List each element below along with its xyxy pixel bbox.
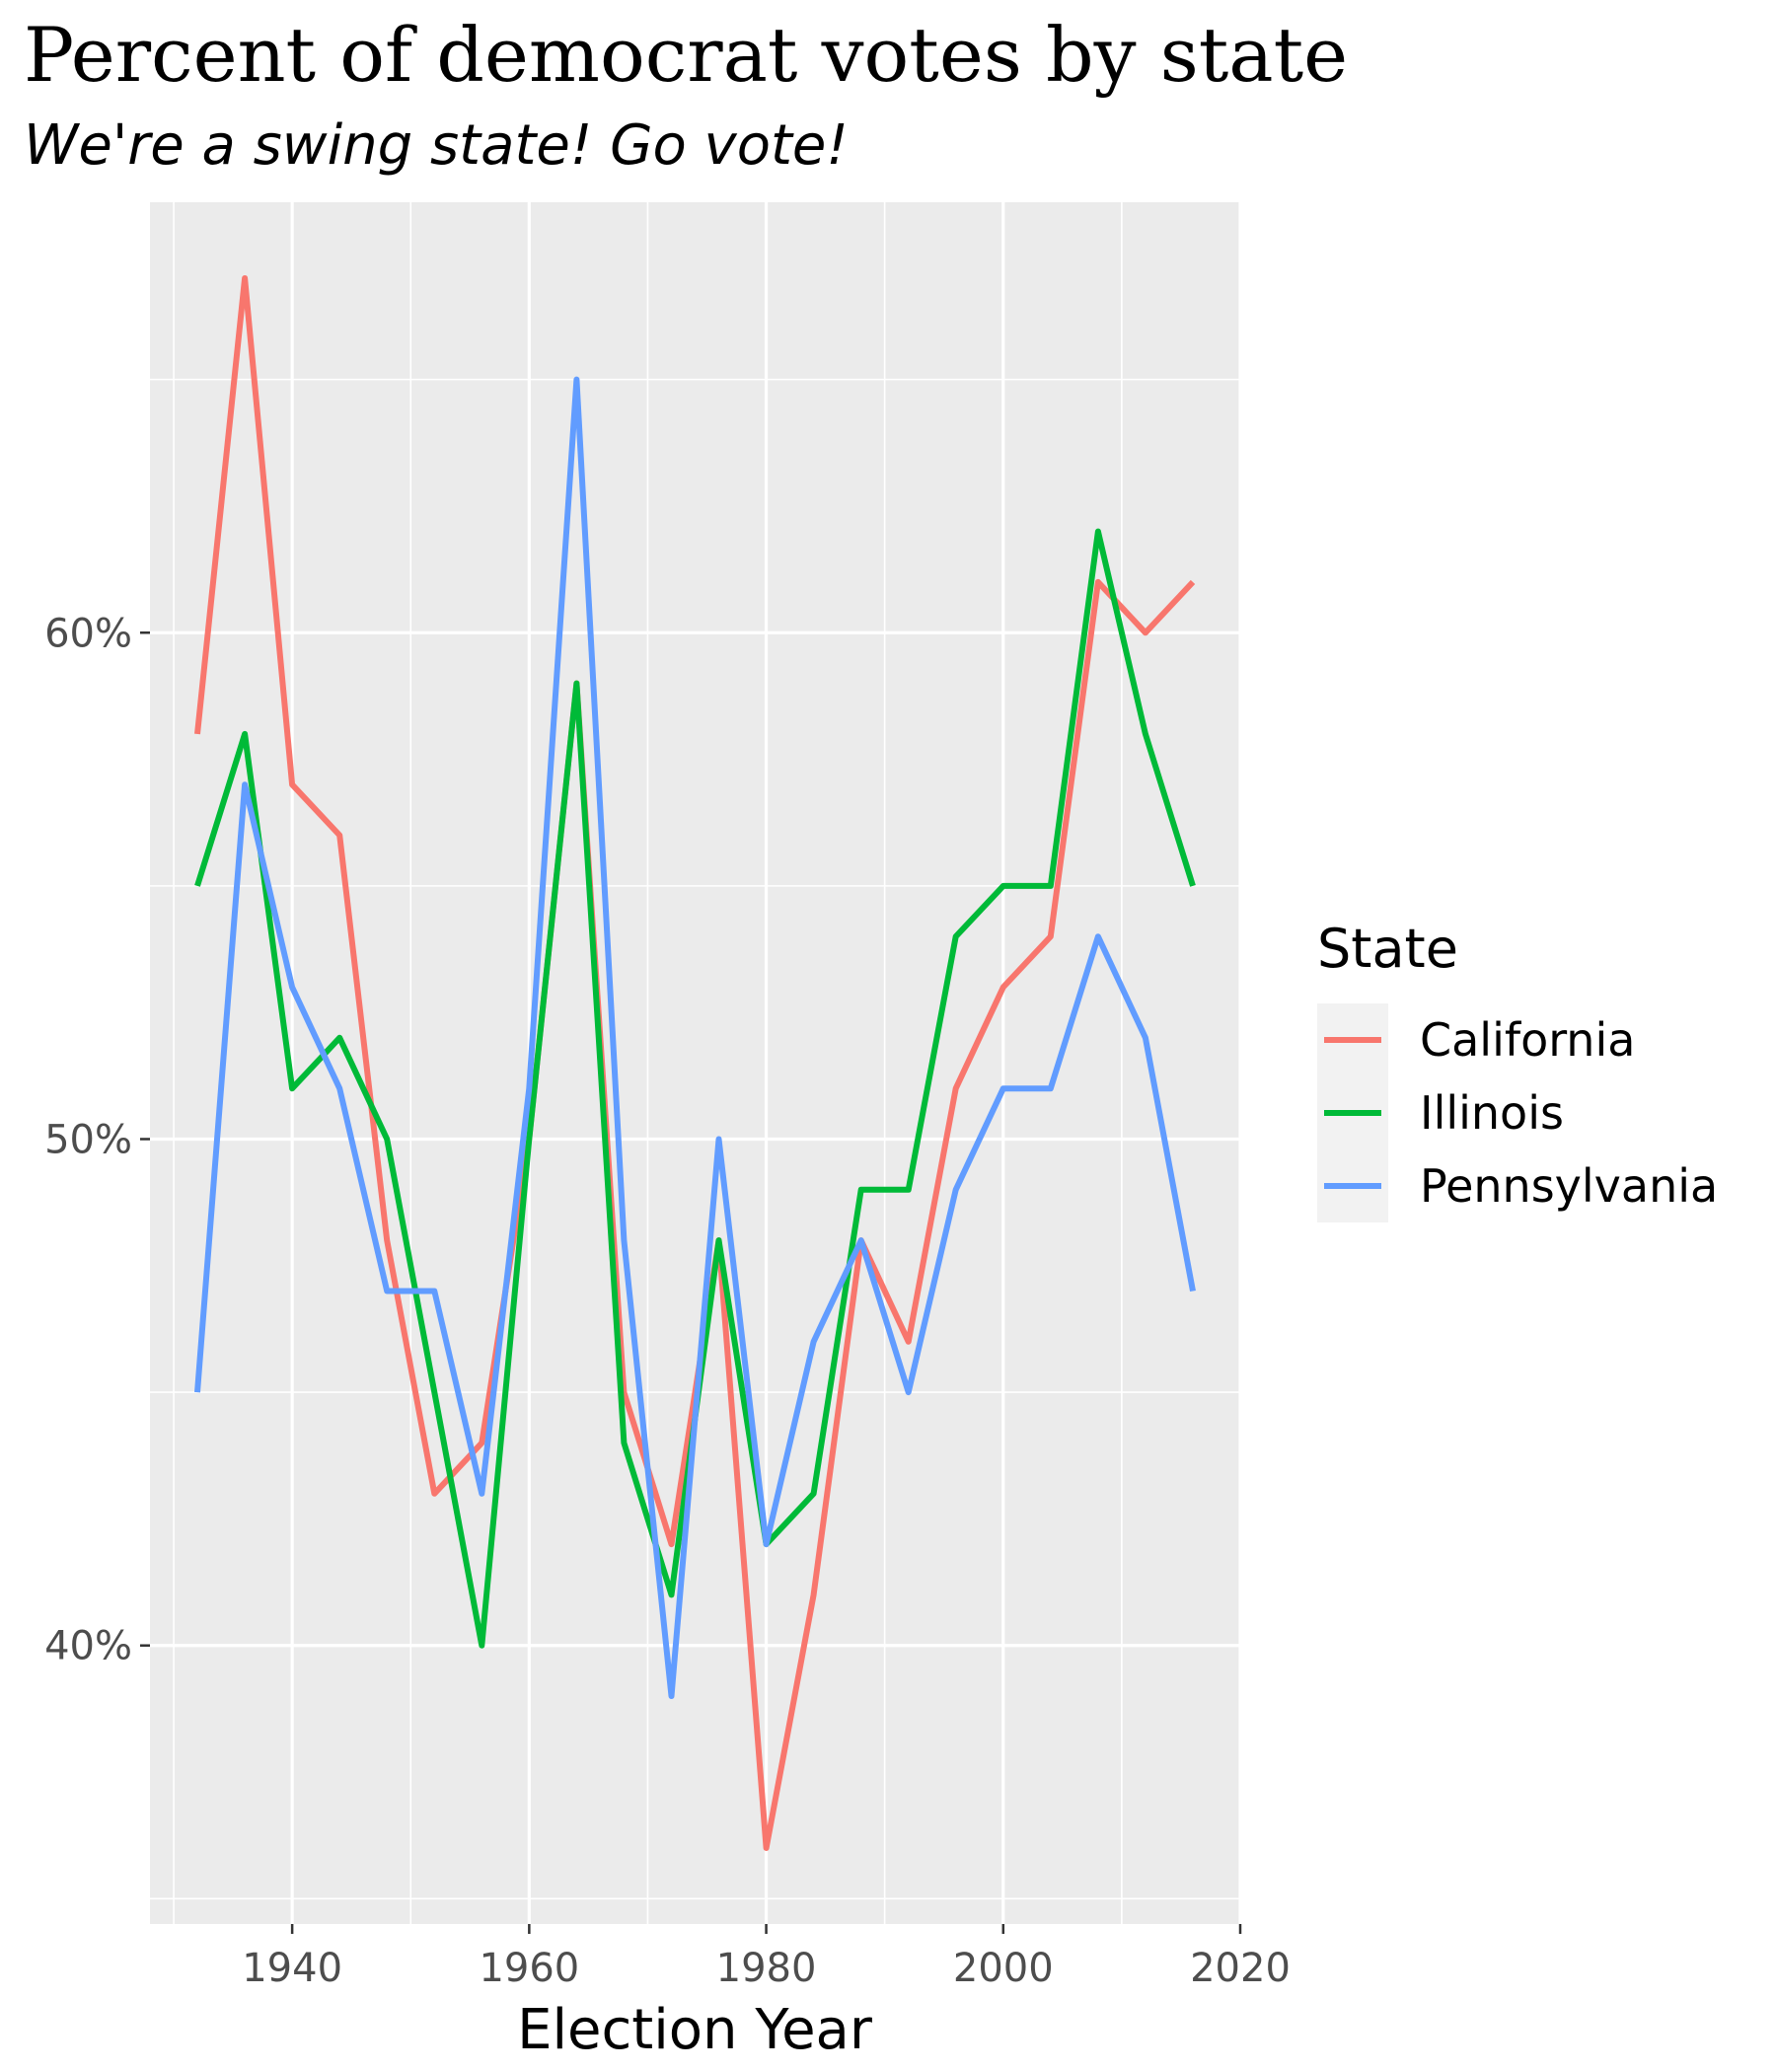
chart-subtitle: We're a swing state! Go vote! — [24, 113, 849, 178]
legend-label-pennsylvania: Pennsylvania — [1420, 1159, 1718, 1213]
series-lines — [194, 275, 1196, 1851]
x-tick-label: 1980 — [716, 1946, 817, 1991]
y-tick-label: 50% — [44, 1117, 132, 1162]
y-tick-label: 60% — [44, 611, 132, 656]
x-tick-label: 2020 — [1190, 1946, 1291, 1991]
y-tick-label: 40% — [44, 1624, 132, 1669]
legend-title: State — [1317, 918, 1458, 980]
x-tick-label: 2000 — [953, 1946, 1054, 1991]
minor-gridlines — [150, 202, 1240, 1924]
chart-title: Percent of democrat votes by state — [24, 11, 1348, 99]
legend-label-illinois: Illinois — [1420, 1086, 1564, 1140]
axis-ticks — [140, 631, 1242, 1934]
x-tick-label: 1940 — [242, 1946, 342, 1991]
series-line-pennsylvania — [194, 376, 1196, 1699]
x-axis-tick-labels: 1940 1960 1980 2000 2020 — [242, 1946, 1291, 1991]
y-axis-tick-labels: 40% 50% 60% — [44, 611, 132, 1668]
legend-label-california: California — [1420, 1013, 1635, 1067]
x-tick-label: 1960 — [479, 1946, 579, 1991]
legend: State California Illinois Pennsylvania — [1317, 918, 1718, 1222]
x-axis-title: Election Year — [517, 1998, 873, 2062]
legend-items: California Illinois Pennsylvania — [1324, 1013, 1718, 1213]
